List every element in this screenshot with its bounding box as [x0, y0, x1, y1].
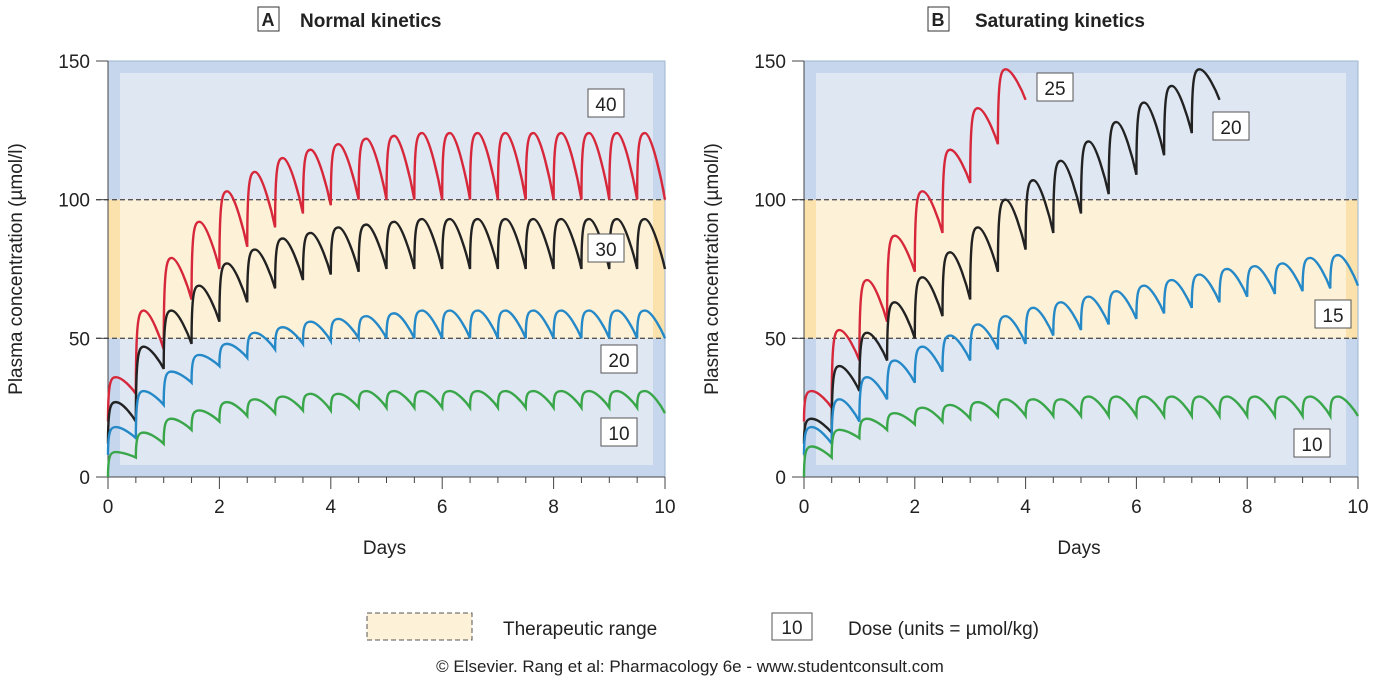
dose-label: 20 [1220, 118, 1241, 139]
x-axis-label: Days [1057, 538, 1100, 559]
series-line-dose-40 [106, 131, 667, 422]
series-line-dose-25 [802, 68, 1027, 422]
y-tick-label: 0 [775, 468, 786, 489]
x-tick-label: 2 [214, 497, 225, 518]
credit: © Elsevier. Rang et al: Pharmacology 6e … [436, 657, 944, 676]
x-tick-label: 10 [654, 497, 675, 518]
y-tick-label: 100 [754, 191, 786, 212]
panel-letter-box [927, 6, 950, 32]
panel-letter: B [932, 10, 945, 30]
y-axis-label: Plasma concentration (µmol/l) [702, 143, 723, 395]
panel-A: 0 50 100 150 0 2 4 6 8 10 Days Plasma concentration… [6, 6, 676, 559]
dose-label-box [1314, 299, 1352, 329]
series-line-dose-10 [106, 389, 667, 478]
dose-label: 20 [608, 351, 629, 372]
y-tick-label: 150 [754, 52, 786, 73]
x-tick-label: 0 [103, 497, 114, 518]
x-tick-label: 4 [1020, 497, 1031, 518]
y-tick-label: 150 [58, 52, 90, 73]
legend-therapeutic-swatch [366, 612, 473, 641]
dose-label: 10 [1301, 435, 1322, 456]
dose-label: 25 [1044, 79, 1065, 100]
y-tick-label: 50 [69, 329, 90, 350]
x-tick-label: 6 [1131, 497, 1142, 518]
dose-label-box [600, 417, 638, 447]
y-axis-label: Plasma concentration (µmol/l) [6, 143, 27, 395]
y-tick-label: 50 [765, 329, 786, 350]
dose-label: 40 [595, 95, 616, 116]
legend-therapeutic-label: Therapeutic range [503, 619, 657, 640]
legend-dose-box [771, 612, 813, 641]
series-line-dose-10 [802, 395, 1360, 478]
panel-B: 0 50 100 150 0 2 4 6 8 10 Days Plasma concentration… [702, 6, 1369, 559]
x-axis-label: Days [363, 538, 406, 559]
dose-label: 15 [1322, 306, 1343, 327]
x-tick-label: 2 [910, 497, 921, 518]
series-line-dose-15 [802, 253, 1360, 455]
dose-label-box [1036, 72, 1074, 102]
x-tick-label: 8 [1242, 497, 1253, 518]
dose-label-box [587, 88, 625, 118]
panel-letter-box [257, 6, 280, 32]
x-tick-label: 10 [1347, 497, 1368, 518]
legend-dose-box-text: 10 [781, 618, 802, 639]
dose-label: 10 [608, 424, 629, 445]
x-tick-label: 0 [799, 497, 810, 518]
y-tick-label: 0 [79, 468, 90, 489]
dose-label-box [1293, 428, 1331, 458]
legend: Therapeutic range 10 Dose (units = µmol/kg… [366, 612, 1039, 641]
series-line-dose-20 [802, 68, 1221, 444]
y-tick-label: 100 [58, 191, 90, 212]
x-tick-label: 4 [326, 497, 337, 518]
panel-title: Saturating kinetics [975, 11, 1145, 32]
series-line-dose-20 [106, 309, 667, 455]
panel-letter: A [262, 10, 275, 30]
dose-label-box [600, 344, 638, 374]
dose-label-box [587, 233, 625, 263]
x-tick-label: 8 [548, 497, 559, 518]
series-line-dose-30 [106, 217, 667, 444]
dose-label-box [1212, 111, 1250, 141]
legend-dose-label: Dose (units = µmol/kg) [848, 619, 1039, 640]
dose-label: 30 [595, 240, 616, 261]
panel-title: Normal kinetics [300, 11, 442, 32]
x-tick-label: 6 [437, 497, 448, 518]
